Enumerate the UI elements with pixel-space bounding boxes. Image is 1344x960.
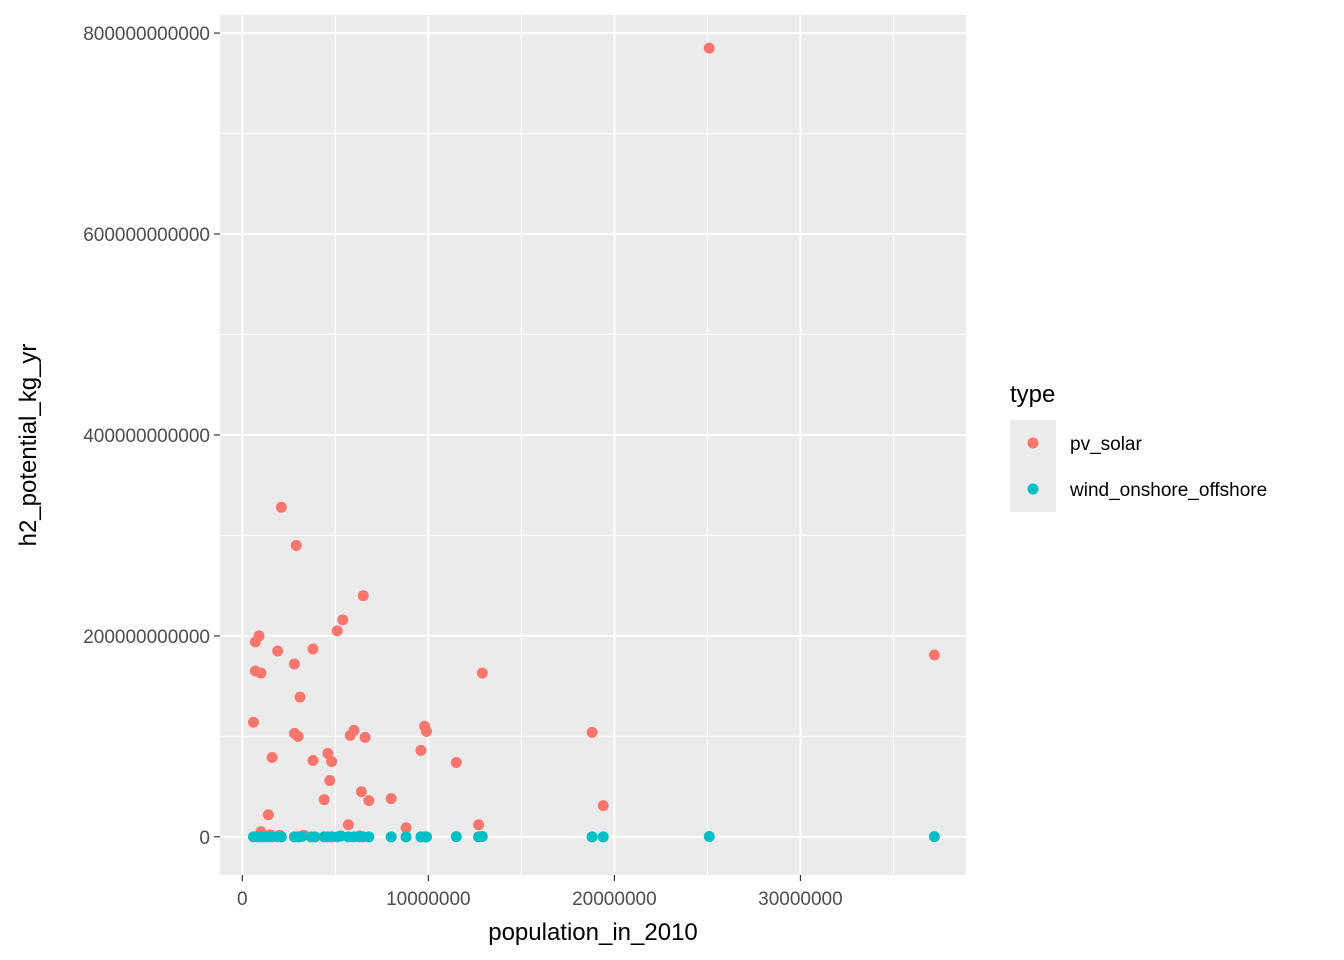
legend-title: type <box>1010 381 1055 408</box>
point-pv-solar <box>266 751 278 763</box>
point-pv-solar <box>247 716 259 728</box>
point-pv-solar <box>359 731 371 743</box>
point-pv-solar <box>344 729 356 741</box>
point-pv-solar <box>703 42 715 54</box>
point-wind-onshore-offshore <box>476 831 488 843</box>
x-tick-label: 0 <box>237 889 248 910</box>
x-tick-label: 30000000 <box>758 889 843 910</box>
point-wind-onshore-offshore <box>928 831 940 843</box>
y-tick-label: 200000000000 <box>83 627 210 648</box>
legend-label-wind-onshore-offshore: wind_onshore_offshore <box>1069 480 1267 501</box>
point-pv-solar <box>420 725 432 737</box>
y-axis-title: h2_potential_kg_yr <box>15 344 42 547</box>
point-pv-solar <box>357 590 369 602</box>
data-points <box>247 42 940 843</box>
y-tick-label: 400000000000 <box>83 426 210 447</box>
point-wind-onshore-offshore <box>586 831 598 843</box>
legend: type pv_solar wind_onshore_offshore <box>1010 381 1267 512</box>
point-pv-solar <box>307 754 319 766</box>
point-pv-solar <box>318 794 330 806</box>
point-pv-solar <box>597 800 609 812</box>
point-pv-solar <box>385 793 397 805</box>
point-wind-onshore-offshore <box>385 831 397 843</box>
major-gridlines <box>220 15 966 875</box>
point-pv-solar <box>294 691 306 703</box>
point-pv-solar <box>342 819 354 831</box>
point-pv-solar <box>586 726 598 738</box>
point-pv-solar <box>450 756 462 768</box>
point-wind-onshore-offshore <box>363 831 375 843</box>
x-tick-label: 10000000 <box>386 889 471 910</box>
y-axis: 0 200000000000 400000000000 600000000000 800… <box>83 24 220 849</box>
point-wind-onshore-offshore <box>400 831 412 843</box>
point-wind-onshore-offshore <box>296 830 308 842</box>
point-pv-solar <box>928 649 940 661</box>
point-pv-solar <box>275 501 287 513</box>
plot-panel <box>220 15 966 875</box>
point-pv-solar <box>355 786 367 798</box>
point-pv-solar <box>262 809 274 821</box>
point-pv-solar <box>326 755 338 767</box>
point-pv-solar <box>307 643 319 655</box>
point-wind-onshore-offshore <box>597 831 609 843</box>
x-axis: 0 10000000 20000000 30000000 <box>237 875 843 910</box>
point-pv-solar <box>363 795 375 807</box>
point-pv-solar <box>476 667 488 679</box>
legend-label-pv-solar: pv_solar <box>1070 434 1142 455</box>
point-wind-onshore-offshore <box>420 831 432 843</box>
point-pv-solar <box>272 645 284 657</box>
point-pv-solar <box>331 625 343 637</box>
legend-key-wind-onshore-offshore <box>1027 483 1039 495</box>
point-pv-solar <box>290 539 302 551</box>
minor-gridlines <box>220 15 966 875</box>
point-pv-solar <box>473 819 485 831</box>
y-tick-label: 600000000000 <box>83 225 210 246</box>
point-wind-onshore-offshore <box>703 831 715 843</box>
point-pv-solar <box>249 636 261 648</box>
point-wind-onshore-offshore <box>309 831 321 843</box>
point-pv-solar <box>292 730 304 742</box>
legend-key-pv-solar <box>1027 437 1039 449</box>
point-pv-solar <box>400 822 412 834</box>
x-tick-label: 20000000 <box>572 889 657 910</box>
point-pv-solar <box>415 744 427 756</box>
point-pv-solar <box>288 658 300 670</box>
x-axis-title: population_in_2010 <box>488 919 698 946</box>
y-tick-label: 0 <box>199 828 210 849</box>
y-tick-label: 800000000000 <box>83 24 210 45</box>
point-pv-solar <box>255 667 267 679</box>
point-wind-onshore-offshore <box>275 831 287 843</box>
point-pv-solar <box>337 614 349 626</box>
point-pv-solar <box>324 775 336 787</box>
point-wind-onshore-offshore <box>450 831 462 843</box>
